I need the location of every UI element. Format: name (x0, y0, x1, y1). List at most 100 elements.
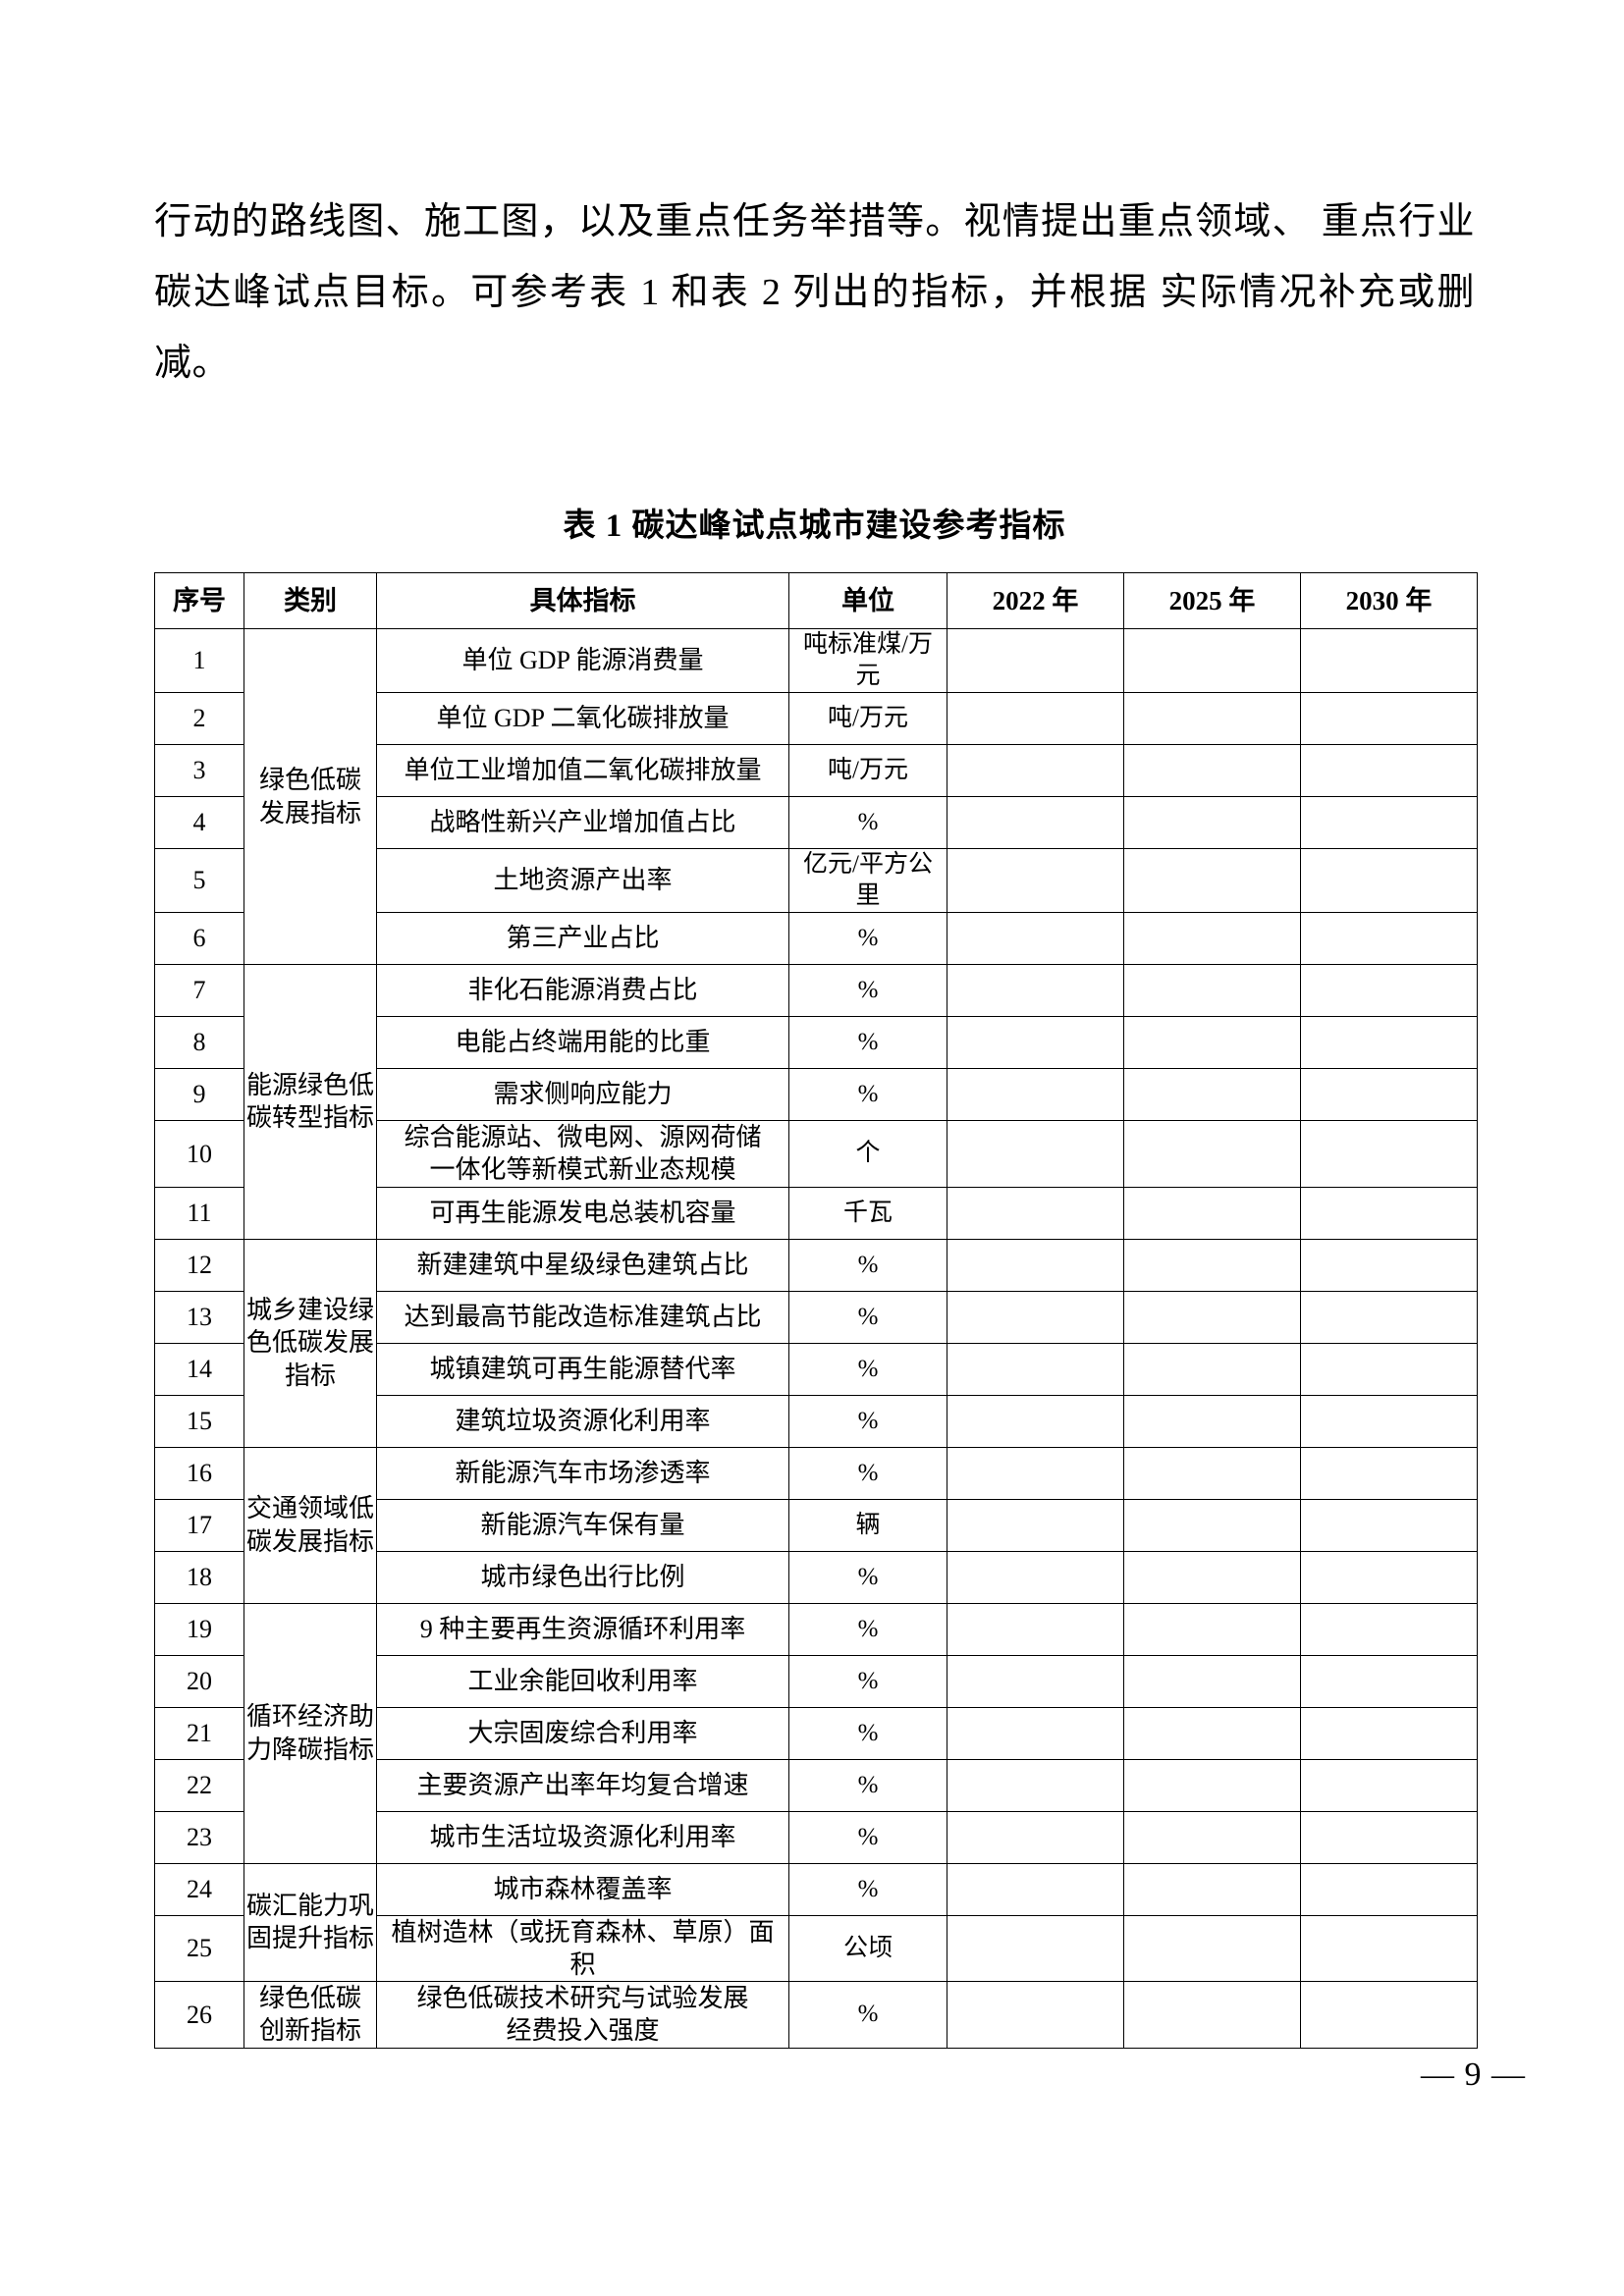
cell-value-2025[interactable] (1123, 1446, 1301, 1500)
cell-value-2030[interactable] (1300, 1758, 1478, 1812)
cell-value-2025[interactable] (1123, 848, 1301, 913)
cell-value-2025[interactable] (1123, 1602, 1301, 1656)
cell-unit: 吨/万元 (788, 744, 947, 797)
cell-value-2025[interactable] (1123, 744, 1301, 797)
cell-value-2030[interactable] (1300, 744, 1478, 797)
table-row: 23 城市生活垃圾资源化利用率% (154, 1810, 1478, 1864)
cell-value-2030[interactable] (1300, 1550, 1478, 1604)
cell-indicator: 新能源汽车保有量 (376, 1498, 789, 1552)
table-caption: 表 1 碳达峰试点城市建设参考指标 (563, 508, 1066, 544)
cell-indicator: 绿色低碳技术研究与试验发展 经费投入强度 (376, 1981, 789, 2049)
cell-value-2025[interactable] (1123, 1758, 1301, 1812)
cell-value-2022[interactable] (947, 1706, 1124, 1760)
cell-index: 12 (154, 1238, 244, 1292)
cell-value-2030[interactable] (1300, 912, 1478, 965)
cell-value-2030[interactable] (1300, 848, 1478, 913)
cell-value-2022[interactable] (947, 1550, 1124, 1604)
cell-unit: % (788, 964, 947, 1017)
cell-value-2030[interactable] (1300, 1068, 1478, 1121)
cell-indicator: 城市生活垃圾资源化利用率 (376, 1810, 789, 1864)
column-header-year-2030: 2030 年 (1300, 572, 1478, 629)
cell-value-2025[interactable] (1123, 1550, 1301, 1604)
cell-value-2030[interactable] (1300, 1446, 1478, 1500)
cell-value-2025[interactable] (1123, 1016, 1301, 1069)
cell-value-2022[interactable] (947, 1394, 1124, 1448)
cell-value-2025[interactable] (1123, 1914, 1301, 1983)
cell-value-2030[interactable] (1300, 628, 1478, 693)
cell-value-2022[interactable] (947, 1446, 1124, 1500)
cell-value-2022[interactable] (947, 1498, 1124, 1552)
cell-value-2022[interactable] (947, 1016, 1124, 1069)
cell-category: 碳汇能力巩 固提升指标 (244, 1862, 377, 1983)
cell-value-2025[interactable] (1123, 912, 1301, 965)
cell-value-2022[interactable] (947, 692, 1124, 745)
cell-value-2025[interactable] (1123, 1290, 1301, 1344)
paragraph-line-3: 实际情况补充或删减。 (154, 272, 1475, 384)
cell-value-2022[interactable] (947, 796, 1124, 849)
cell-value-2025[interactable] (1123, 1498, 1301, 1552)
cell-value-2030[interactable] (1300, 964, 1478, 1017)
cell-value-2025[interactable] (1123, 964, 1301, 1017)
cell-value-2025[interactable] (1123, 796, 1301, 849)
cell-value-2030[interactable] (1300, 1914, 1478, 1983)
cell-index: 16 (154, 1446, 244, 1500)
cell-value-2030[interactable] (1300, 1238, 1478, 1292)
cell-value-2022[interactable] (947, 1120, 1124, 1188)
cell-value-2022[interactable] (947, 1238, 1124, 1292)
cell-value-2022[interactable] (947, 1068, 1124, 1121)
cell-value-2030[interactable] (1300, 1706, 1478, 1760)
cell-value-2022[interactable] (947, 1342, 1124, 1396)
cell-value-2022[interactable] (947, 964, 1124, 1017)
cell-category: 交通领域低 碳发展指标 (244, 1446, 377, 1604)
cell-unit: 吨/万元 (788, 692, 947, 745)
cell-unit: % (788, 1342, 947, 1396)
cell-value-2025[interactable] (1123, 1654, 1301, 1708)
cell-value-2030[interactable] (1300, 1810, 1478, 1864)
cell-value-2025[interactable] (1123, 692, 1301, 745)
cell-value-2025[interactable] (1123, 1120, 1301, 1188)
cell-value-2025[interactable] (1123, 1862, 1301, 1916)
cell-value-2025[interactable] (1123, 1342, 1301, 1396)
cell-value-2025[interactable] (1123, 1238, 1301, 1292)
cell-value-2022[interactable] (947, 628, 1124, 693)
cell-value-2030[interactable] (1300, 1120, 1478, 1188)
cell-unit: % (788, 796, 947, 849)
cell-value-2025[interactable] (1123, 1186, 1301, 1240)
cell-value-2022[interactable] (947, 1981, 1124, 2049)
cell-value-2022[interactable] (947, 1290, 1124, 1344)
cell-value-2025[interactable] (1123, 1706, 1301, 1760)
cell-value-2022[interactable] (947, 1758, 1124, 1812)
cell-value-2022[interactable] (947, 912, 1124, 965)
cell-value-2022[interactable] (947, 1862, 1124, 1916)
cell-value-2030[interactable] (1300, 1186, 1478, 1240)
cell-value-2022[interactable] (947, 744, 1124, 797)
cell-unit: % (788, 1706, 947, 1760)
cell-value-2030[interactable] (1300, 1602, 1478, 1656)
cell-value-2030[interactable] (1300, 1290, 1478, 1344)
cell-value-2022[interactable] (947, 848, 1124, 913)
cell-value-2022[interactable] (947, 1810, 1124, 1864)
cell-value-2022[interactable] (947, 1602, 1124, 1656)
cell-value-2025[interactable] (1123, 1981, 1301, 2049)
cell-value-2022[interactable] (947, 1186, 1124, 1240)
cell-value-2030[interactable] (1300, 1862, 1478, 1916)
cell-value-2025[interactable] (1123, 1810, 1301, 1864)
cell-value-2022[interactable] (947, 1654, 1124, 1708)
cell-value-2030[interactable] (1300, 1654, 1478, 1708)
cell-value-2030[interactable] (1300, 1394, 1478, 1448)
cell-value-2030[interactable] (1300, 692, 1478, 745)
cell-value-2025[interactable] (1123, 1068, 1301, 1121)
cell-value-2030[interactable] (1300, 1498, 1478, 1552)
cell-value-2022[interactable] (947, 1914, 1124, 1983)
cell-value-2030[interactable] (1300, 796, 1478, 849)
cell-value-2025[interactable] (1123, 1394, 1301, 1448)
paragraph-line-2: 重点行业碳达峰试点目标。可参考表 1 和表 2 列出的指标，并根据 (154, 201, 1475, 313)
column-header-year-2022: 2022 年 (947, 572, 1124, 629)
cell-value-2030[interactable] (1300, 1016, 1478, 1069)
cell-value-2030[interactable] (1300, 1981, 1478, 2049)
cell-index: 22 (154, 1758, 244, 1812)
cell-value-2025[interactable] (1123, 628, 1301, 693)
body-paragraph: 行动的路线图、施工图，以及重点任务举措等。视情提出重点领域、 重点行业碳达峰试点… (154, 187, 1475, 399)
cell-value-2030[interactable] (1300, 1342, 1478, 1396)
